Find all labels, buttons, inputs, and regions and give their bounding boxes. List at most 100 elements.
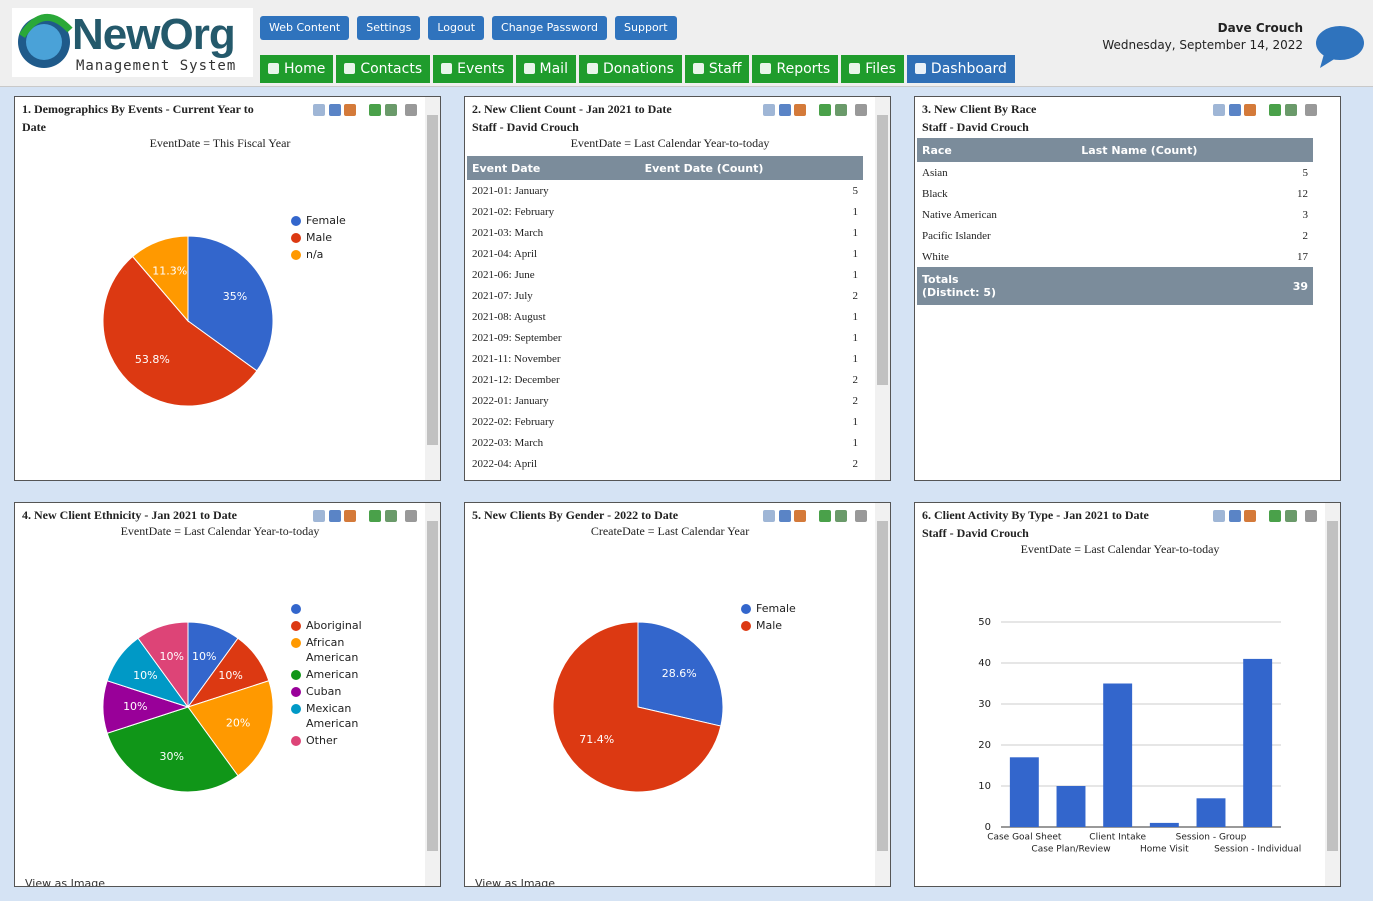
nav-button[interactable]: Home (260, 55, 334, 83)
panel: 6. Client Activity By Type - Jan 2021 to… (914, 502, 1341, 887)
toolbar-icon[interactable] (1269, 104, 1281, 116)
legend-swatch (291, 604, 301, 614)
table-cell: 12 (1297, 187, 1308, 200)
nav-button[interactable]: Reports (752, 55, 839, 83)
table-cell: 2021-01: January (472, 184, 549, 197)
column-header: Race (917, 138, 1077, 162)
nav-button[interactable]: Staff (684, 55, 750, 83)
toolbar-icon[interactable] (819, 510, 831, 522)
toolbar-icon[interactable] (385, 510, 397, 522)
table-cell: 1 (852, 205, 859, 218)
toolbar-icon[interactable] (1305, 104, 1317, 116)
bar (1056, 786, 1086, 827)
legend-swatch (741, 621, 751, 631)
panel-title: 6. Client Activity By Type - Jan 2021 to… (922, 506, 1167, 542)
toolbar-icon[interactable] (329, 510, 341, 522)
table-row: 2022-04: April 2 (467, 453, 863, 474)
panel-icons (1213, 104, 1317, 116)
toolbar-icon[interactable] (369, 510, 381, 522)
table-cell: 1 (852, 436, 859, 449)
toolbar-icon[interactable] (313, 104, 325, 116)
toolbar-icon[interactable] (1285, 104, 1297, 116)
panel: 3. New Client By Race Staff - David Crouc… (914, 96, 1341, 481)
toolbar-icon[interactable] (1229, 510, 1241, 522)
nav-button[interactable]: Contacts (336, 55, 431, 83)
table-cell: Pacific Islander (922, 229, 991, 242)
scroll-thumb[interactable] (1327, 521, 1338, 851)
top-button[interactable]: Logout (428, 16, 485, 40)
toolbar-icon[interactable] (369, 104, 381, 116)
top-button[interactable]: Settings (357, 16, 421, 40)
nav-button[interactable]: Events (433, 55, 513, 83)
toolbar-icon[interactable] (405, 510, 417, 522)
top-button[interactable]: Web Content (260, 16, 350, 40)
table-cell: 2022-01: January (472, 394, 549, 407)
toolbar-icon[interactable] (779, 510, 791, 522)
legend-label: Female (306, 214, 346, 227)
nav-button[interactable]: Donations (578, 55, 682, 83)
panel-title: 3. New Client By Race Staff - David Crouc… (922, 100, 1167, 136)
top-button[interactable]: Support (615, 16, 677, 40)
toolbar-icon[interactable] (405, 104, 417, 116)
panel-icons (1213, 510, 1317, 522)
scroll-thumb[interactable] (877, 521, 888, 851)
toolbar-icon[interactable] (1305, 510, 1317, 522)
toolbar-icon[interactable] (855, 510, 867, 522)
toolbar-icon[interactable] (1213, 104, 1225, 116)
toolbar-icon[interactable] (1285, 510, 1297, 522)
x-tick-label: Session - Group (1176, 833, 1247, 843)
toolbar-icon[interactable] (763, 104, 775, 116)
scroll-thumb[interactable] (427, 521, 438, 851)
toolbar-icon[interactable] (344, 510, 356, 522)
table-header: Event Date Event Date (Count) (467, 156, 863, 180)
chat-icon[interactable] (1314, 24, 1366, 70)
panel-subtitle: Staff - David Crouch (472, 120, 579, 134)
table-row: 2021-09: September 1 (467, 327, 863, 348)
toolbar-icon[interactable] (819, 104, 831, 116)
panel-title-text: 6. Client Activity By Type - Jan 2021 to… (922, 508, 1149, 522)
toolbar-icon[interactable] (835, 510, 847, 522)
table-cell: 2022-02: February (472, 415, 555, 428)
toolbar-icon[interactable] (835, 104, 847, 116)
toolbar-icon[interactable] (794, 510, 806, 522)
totals-label: Totals (Distinct: 5) (917, 267, 1077, 305)
toolbar-icon[interactable] (779, 104, 791, 116)
scroll-thumb[interactable] (877, 115, 888, 385)
toolbar-icon[interactable] (1244, 104, 1256, 116)
logo-tagline: Management System (76, 58, 237, 74)
pie-slice (637, 621, 724, 727)
table-cell: 1 (852, 226, 859, 239)
top-button[interactable]: Change Password (492, 16, 608, 40)
table-row: 2022-01: January 2 (467, 390, 863, 411)
scrollbar (875, 97, 890, 480)
toolbar-icon[interactable] (313, 510, 325, 522)
table-cell: Black (922, 187, 948, 200)
table-cell: 2021-03: March (472, 226, 544, 239)
nav: Home Contacts Events Mail Donations Staff Repo… (260, 55, 1015, 83)
toolbar-icon[interactable] (1244, 510, 1256, 522)
toolbar-icon[interactable] (1229, 104, 1241, 116)
nav-button[interactable]: Files (841, 55, 904, 83)
toolbar-icon[interactable] (344, 104, 356, 116)
view-as-image-link[interactable]: View as Image (475, 877, 556, 887)
view-as-image-link[interactable]: View as Image (25, 877, 106, 887)
table-row: 2021-01: January 5 (467, 180, 863, 201)
toolbar-icon[interactable] (385, 104, 397, 116)
table-row: 2022-05: May2 (467, 474, 863, 481)
legend-swatch (741, 604, 751, 614)
nav-button[interactable]: Dashboard (906, 55, 1015, 83)
toolbar-icon[interactable] (763, 510, 775, 522)
column-header: Last Name (Count) (1076, 138, 1313, 162)
legend-swatch (291, 736, 301, 746)
table-cell: 3 (1302, 208, 1309, 221)
legend-label: American (306, 668, 358, 681)
scroll-thumb[interactable] (427, 115, 438, 445)
table-cell: 2 (852, 373, 859, 386)
toolbar-icon[interactable] (855, 104, 867, 116)
toolbar-icon[interactable] (794, 104, 806, 116)
nav-button[interactable]: Mail (515, 55, 576, 83)
toolbar-icon[interactable] (1269, 510, 1281, 522)
toolbar-icon[interactable] (329, 104, 341, 116)
table-cell: 1 (852, 268, 859, 281)
toolbar-icon[interactable] (1213, 510, 1225, 522)
